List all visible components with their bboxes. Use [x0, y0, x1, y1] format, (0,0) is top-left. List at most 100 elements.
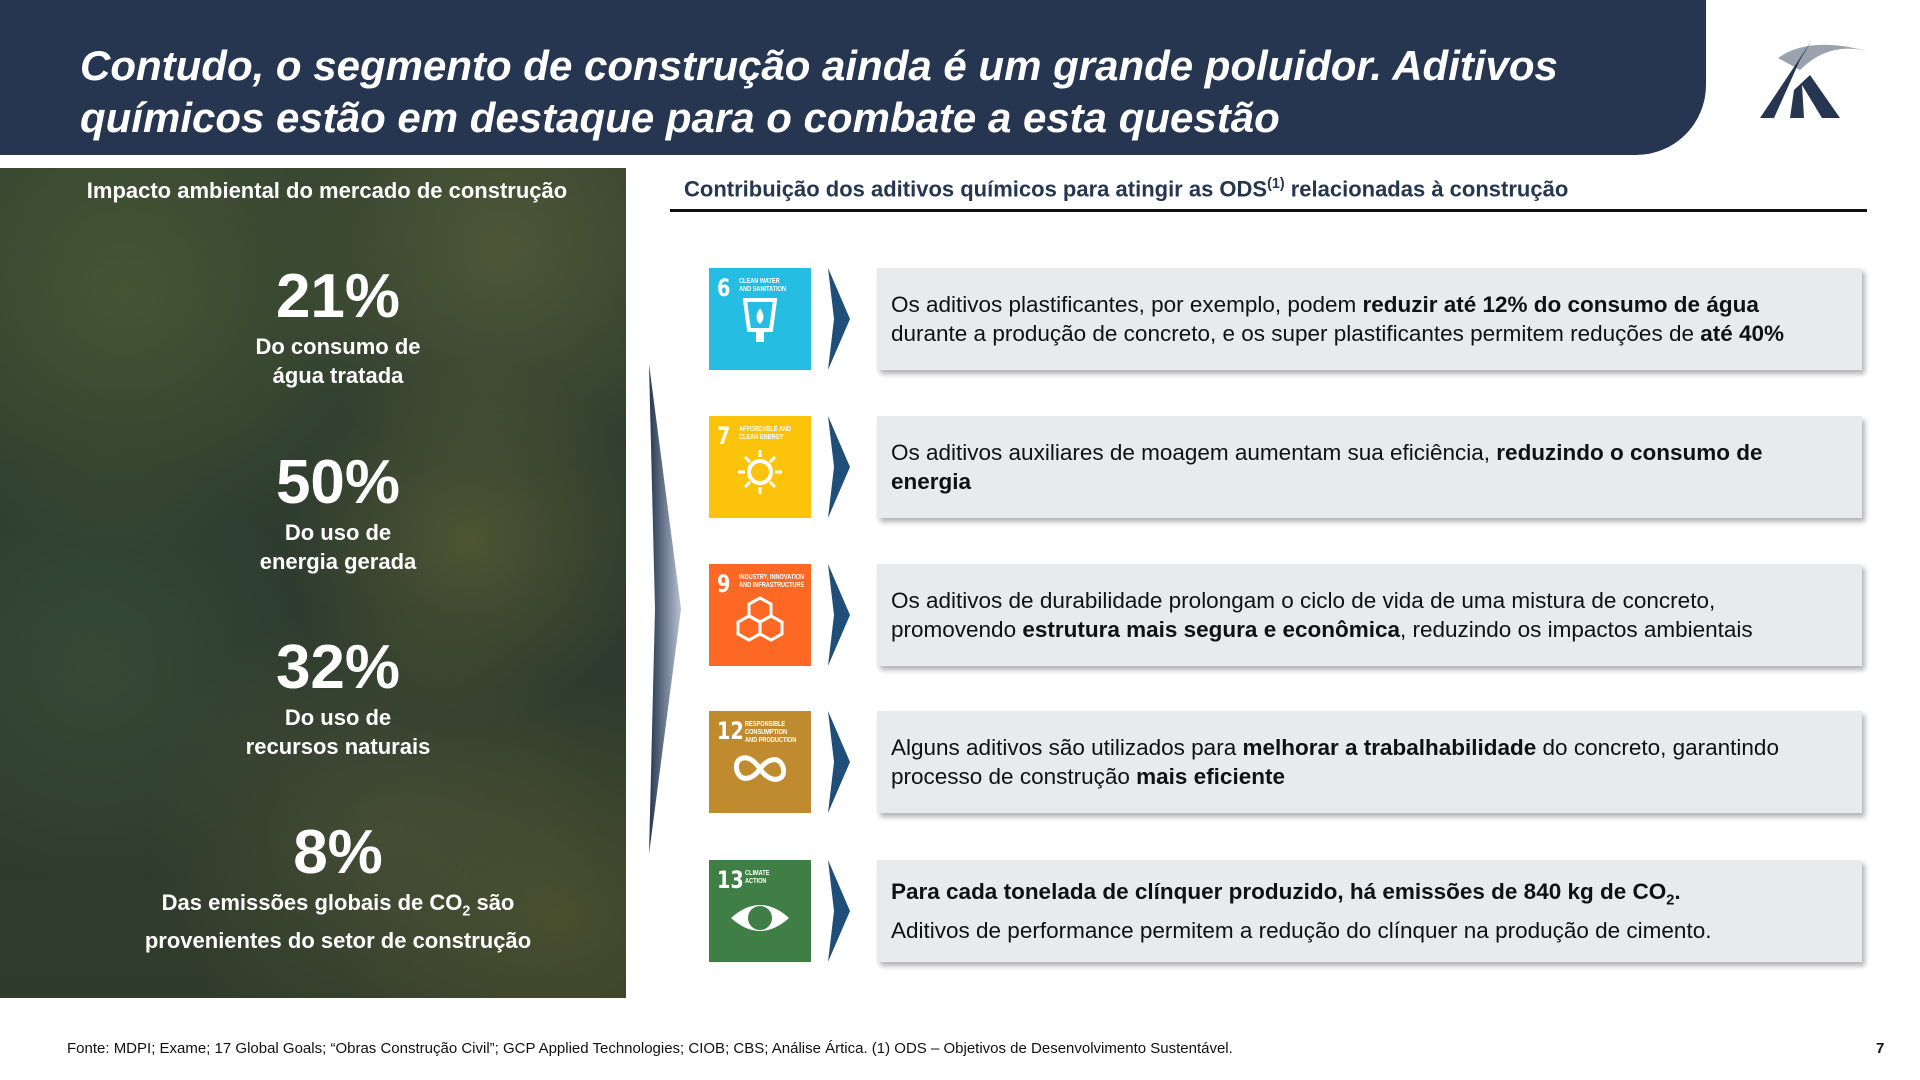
sdg-number: 6	[717, 274, 731, 302]
sdg-glyph	[733, 755, 787, 782]
stat-value: 50%	[275, 448, 401, 517]
text-run: , reduzindo os impactos ambientais	[1400, 617, 1753, 642]
sdg-number: 9	[717, 570, 731, 598]
text-run: reduzindo o consumo de	[1496, 440, 1763, 465]
sdg-glyph	[731, 905, 789, 931]
text-line: Das emissões globais de CO2 são	[0, 888, 676, 926]
title-line: químicos estão em destaque para o combat…	[80, 94, 1280, 141]
row-text-box: Alguns aditivos são utilizados para melh…	[877, 711, 1862, 813]
stat-label: Do uso de energia gerada	[0, 518, 676, 576]
text-line: Do uso de	[0, 518, 676, 547]
sdg-glyph	[738, 450, 782, 494]
text-run: Os aditivos plastificantes, por exemplo,…	[891, 292, 1363, 317]
text-line: Do consumo de	[0, 332, 676, 361]
sdg-icon: 13 CLIMATE ACTION	[709, 860, 811, 962]
text-run: reduzir até 12% do consumo de água	[1362, 292, 1759, 317]
sdg-label-line: AND PRODUCTION	[745, 737, 797, 744]
text-run: mais eficiente	[1136, 764, 1285, 789]
sdg-glyph	[736, 596, 784, 642]
text-run: até 40%	[1700, 321, 1785, 346]
text-line: processo de construção mais eficiente	[891, 762, 1862, 791]
sdg-label-line: RESPONSIBLE	[745, 721, 786, 728]
text-run: Aditivos de performance permitem a reduç…	[891, 917, 1712, 943]
text-run: processo de construção	[891, 764, 1137, 789]
text-line: Os aditivos de durabilidade prolongam o …	[891, 586, 1862, 615]
text-run: Os aditivos de durabilidade prolongam o …	[891, 588, 1716, 613]
stat-label: Do consumo de água tratada	[0, 332, 676, 390]
text-run: Das emissões globais de CO	[161, 890, 463, 915]
row-chevron	[828, 860, 850, 962]
big-chevron	[649, 364, 681, 854]
text-run: 2	[1666, 892, 1675, 909]
row-chevron	[828, 416, 850, 518]
text-run: recursos naturais	[245, 734, 431, 759]
page-number: 7	[1876, 1040, 1885, 1057]
stat: 32% Do uso de recursos naturais	[0, 633, 676, 761]
title-line: Contudo, o segmento de construção ainda …	[80, 42, 1558, 89]
text-run: do concreto, garantindo	[1536, 735, 1779, 760]
text-line: provenientes do setor de construção	[0, 926, 676, 955]
text-run: Do consumo de	[255, 334, 421, 359]
sdg-label-line: CLEAN ENERGY	[739, 434, 784, 441]
sdg-label-line: AFFORDABLE AND	[739, 426, 792, 433]
text-line: Os aditivos auxiliares de moagem aumenta…	[891, 438, 1862, 467]
text-run: durante a produção de concreto, e os sup…	[891, 321, 1701, 346]
sdg-label: CLEAN WATER AND SANITATION	[739, 278, 786, 294]
row-text-box: Os aditivos plastificantes, por exemplo,…	[877, 268, 1862, 370]
header-band	[0, 0, 1706, 155]
sdg-label-line: CONSUMPTION	[745, 729, 787, 736]
row-text-box: Os aditivos auxiliares de moagem aumenta…	[877, 416, 1862, 518]
text-run: relacionadas à construção	[1284, 176, 1569, 202]
row-text-box: Para cada tonelada de clínquer produzido…	[877, 860, 1862, 962]
text-line: água tratada	[0, 361, 676, 390]
text-run: Do uso de	[284, 520, 392, 545]
stat-value: 32%	[275, 633, 401, 702]
text-run: 2	[462, 903, 471, 920]
text-line: Aditivos de performance permitem a reduç…	[891, 916, 1862, 945]
sdg-number: 13	[717, 866, 744, 894]
right-heading: Contribuição dos aditivos químicos para …	[684, 176, 1568, 202]
text-run: são	[470, 890, 515, 915]
row-chevron	[828, 711, 850, 813]
text-run: água tratada	[272, 363, 404, 388]
stat-label: Das emissões globais de CO2 são provenien…	[0, 888, 676, 955]
text-run: .	[1674, 879, 1681, 905]
row-text-box: Os aditivos de durabilidade prolongam o …	[877, 564, 1862, 666]
stat-label: Do uso de recursos naturais	[0, 703, 676, 761]
text-run: energia	[891, 469, 972, 494]
forest-image	[0, 168, 626, 998]
sdg-number: 7	[717, 422, 731, 450]
text-line: durante a produção de concreto, e os sup…	[891, 319, 1862, 348]
sdg-icon: 9 INDUSTRY, INNOVATION AND INFRASTRUCTURE	[709, 564, 811, 666]
sdg-label-line: AND INFRASTRUCTURE	[739, 582, 805, 589]
sdg-label: INDUSTRY, INNOVATION AND INFRASTRUCTURE	[739, 574, 804, 590]
text-run: melhorar a trabalhabilidade	[1242, 735, 1537, 760]
text-line: energia	[891, 467, 1862, 496]
text-line: energia gerada	[0, 547, 676, 576]
text-line: Do uso de	[0, 703, 676, 732]
text-run: Do uso de	[284, 705, 392, 730]
logo	[1760, 40, 1870, 118]
stat-value: 21%	[275, 262, 401, 331]
stat-value: 8%	[293, 818, 383, 887]
text-run: Para cada tonelada de clínquer produzido…	[891, 879, 1667, 905]
sdg-label-line: CLIMATE	[745, 870, 770, 877]
sdg-label: RESPONSIBLE CONSUMPTION AND PRODUCTION	[745, 721, 796, 745]
sdg-glyph	[742, 298, 778, 342]
sdg-label: CLIMATE ACTION	[745, 870, 769, 886]
sdg-label-line: ACTION	[745, 878, 767, 885]
text-run: estrutura mais segura e econômica	[1022, 617, 1400, 642]
text-line: Contribuição dos aditivos químicos para …	[684, 176, 1568, 202]
slide-title: Contudo, o segmento de construção ainda …	[80, 40, 1558, 144]
text-line: Alguns aditivos são utilizados para melh…	[891, 733, 1862, 762]
stat: 8% Das emissões globais de CO2 são proveni…	[0, 818, 676, 955]
stat: 21% Do consumo de água tratada	[0, 262, 676, 390]
text-run: Alguns aditivos são utilizados para	[891, 735, 1243, 760]
text-run: Contribuição dos aditivos químicos para …	[684, 176, 1268, 202]
sdg-icon: 12 RESPONSIBLE CONSUMPTION AND PRODUCTION	[709, 711, 811, 813]
sdg-label-line: CLEAN WATER	[739, 278, 780, 285]
stat: 50% Do uso de energia gerada	[0, 448, 676, 576]
sdg-label-line: AND SANITATION	[739, 286, 787, 293]
sdg-icon: 6 CLEAN WATER AND SANITATION	[709, 268, 811, 370]
